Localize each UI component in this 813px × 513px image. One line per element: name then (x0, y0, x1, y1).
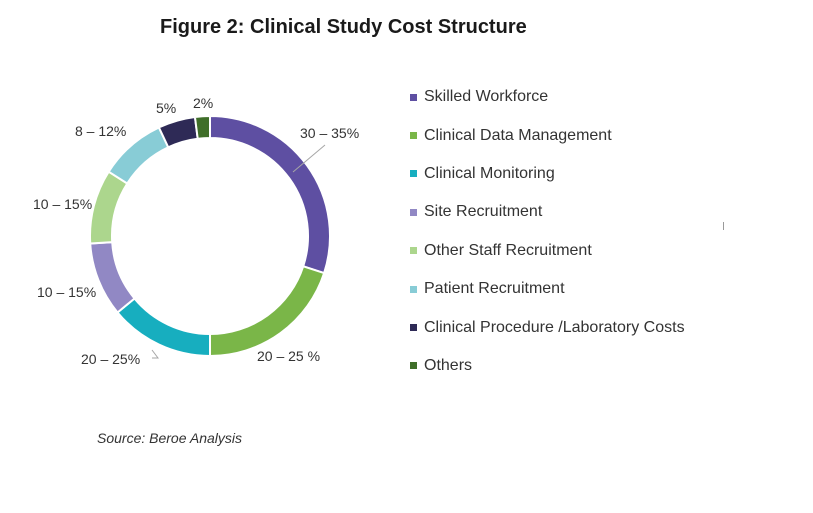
slice-label-2: 20 – 25 % (257, 348, 320, 364)
legend-swatch (410, 132, 417, 140)
legend-item: Skilled Workforce (410, 78, 685, 116)
legend-item: Clinical Data Management (410, 116, 685, 154)
leader-lines (151, 144, 326, 359)
legend-swatch (410, 208, 417, 216)
chart-title: Figure 2: Clinical Study Cost Structure (160, 16, 527, 38)
chart-legend: Skilled Workforce Clinical Data Managemen… (410, 78, 685, 385)
legend-label: Site Recruitment (424, 203, 543, 221)
legend-label: Skilled Workforce (424, 88, 549, 106)
legend-label: Patient Recruitment (424, 280, 565, 298)
donut-slice-2 (209, 265, 326, 358)
legend-label: Other Staff Recruitment (424, 241, 592, 259)
legend-label: Others (424, 356, 473, 374)
donut-slice-4 (89, 241, 136, 314)
legend-swatch (410, 247, 417, 255)
leader-line-3 (151, 349, 159, 359)
slice-labels: 30 – 35% 20 – 25 % 20 – 25% 10 – 15% 10 – 15… (33, 95, 359, 367)
slice-label-8: 2% (193, 95, 213, 111)
legend-item: Patient Recruitment (410, 270, 685, 308)
legend-item: Clinical Monitoring (410, 155, 685, 193)
leader-line-1 (292, 144, 326, 173)
legend-swatch (410, 324, 417, 332)
slice-label-5: 10 – 15% (33, 196, 92, 212)
donut-slice-8 (193, 114, 211, 140)
stray-mark (723, 222, 724, 230)
legend-item: Other Staff Recruitment (410, 232, 685, 270)
donut-slice-3 (116, 297, 211, 358)
slice-label-1: 30 – 35% (300, 125, 359, 141)
legend-swatch (410, 170, 417, 178)
donut-slice-5 (89, 170, 129, 245)
legend-item: Others (410, 347, 685, 385)
legend-item: Site Recruitment (410, 193, 685, 231)
slice-label-3: 20 – 25% (81, 351, 140, 367)
source-note: Source: Beroe Analysis (97, 430, 242, 446)
slice-label-7: 5% (156, 100, 176, 116)
legend-item: Clinical Procedure /Laboratory Costs (410, 308, 685, 346)
legend-label: Clinical Monitoring (424, 164, 555, 182)
donut-slices (89, 114, 331, 358)
slice-label-6: 8 – 12% (75, 123, 126, 139)
legend-label: Clinical Data Management (424, 126, 612, 144)
legend-swatch (410, 362, 417, 370)
legend-swatch (410, 93, 417, 101)
slice-label-4: 10 – 15% (37, 284, 96, 300)
legend-swatch (410, 285, 417, 293)
legend-label: Clinical Procedure /Laboratory Costs (424, 318, 685, 336)
